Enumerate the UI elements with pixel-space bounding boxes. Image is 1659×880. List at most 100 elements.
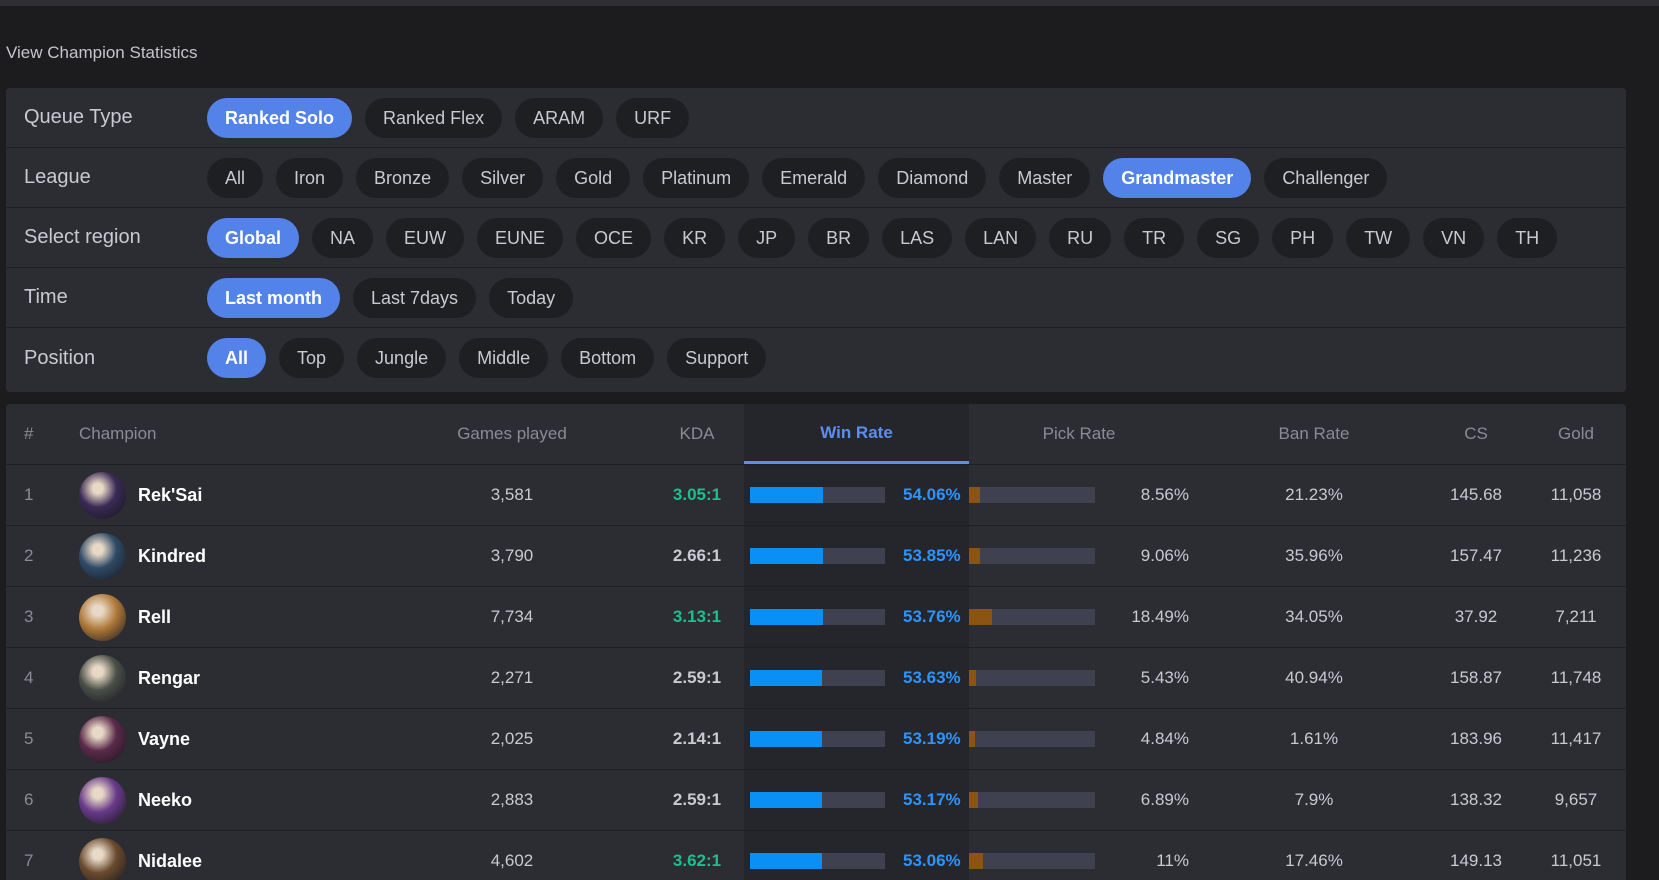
- header-win-rate[interactable]: Win Rate: [744, 404, 969, 464]
- table-row[interactable]: 5 Vayne 2,025 2.14:1 53.19% 4.84% 1.61% 183.96 1…: [6, 709, 1626, 770]
- pick-rate-value: 8.56%: [1140, 485, 1189, 504]
- filter-label-position: Position: [24, 346, 96, 369]
- header-champion[interactable]: Champion: [79, 424, 157, 443]
- region-option-button[interactable]: RU: [1049, 217, 1112, 258]
- league-option-button[interactable]: Challenger: [1264, 157, 1388, 198]
- league-option-button[interactable]: All: [207, 157, 264, 198]
- win-rate-fill: [750, 548, 823, 564]
- filter-label-league: League: [24, 166, 91, 188]
- league-option-button[interactable]: Grandmaster: [1103, 157, 1252, 198]
- gold: 9,657: [1554, 790, 1598, 809]
- table-row[interactable]: 6 Neeko 2,883 2.59:1 53.17% 6.89% 7.9% 138.32 9,…: [6, 770, 1626, 831]
- win-rate-fill: [750, 731, 822, 747]
- queue-option-button[interactable]: Ranked Flex: [365, 97, 503, 138]
- champion-cell[interactable]: Kindred: [79, 526, 379, 586]
- filter-row-position: Position All Top Jungle Middle Bottom Support: [6, 328, 1626, 388]
- region-option-button[interactable]: LAN: [965, 217, 1037, 258]
- league-option-button[interactable]: Iron: [276, 157, 344, 198]
- ban-rate: 34.05%: [1285, 607, 1343, 626]
- win-rate-cell: 53.63%: [744, 648, 969, 708]
- position-option-button[interactable]: Support: [667, 338, 767, 378]
- time-option-button[interactable]: Last month: [207, 277, 340, 318]
- position-option-button[interactable]: Jungle: [357, 338, 447, 378]
- region-options: Global NA EUW EUNE OCE KR JP BR LAS LAN RU TR SG PH TW…: [207, 217, 1570, 258]
- region-option-button[interactable]: BR: [808, 217, 870, 258]
- region-option-button[interactable]: KR: [664, 217, 726, 258]
- champion-name: Kindred: [138, 545, 207, 566]
- pick-rate-cell: 6.89%: [969, 770, 1189, 830]
- games-played: 2,883: [490, 790, 534, 809]
- league-option-button[interactable]: Gold: [556, 157, 631, 198]
- pick-rate-bar: [969, 609, 1095, 625]
- table-row[interactable]: 1 Rek'Sai 3,581 3.05:1 54.06% 8.56% 21.23% 145.…: [6, 465, 1626, 526]
- league-options: All Iron Bronze Silver Gold Platinum Emerald Di…: [207, 157, 1400, 198]
- position-option-button[interactable]: Top: [279, 338, 345, 378]
- region-option-button[interactable]: LAS: [882, 217, 953, 258]
- table-row[interactable]: 7 Nidalee 4,602 3.62:1 53.06% 11% 17.46% 149.13…: [6, 831, 1626, 880]
- header-ban-rate[interactable]: Ban Rate: [1278, 424, 1350, 443]
- table-row[interactable]: 3 Rell 7,734 3.13:1 53.76% 18.49% 34.05% 37.92 7…: [6, 587, 1626, 648]
- region-option-button[interactable]: PH: [1272, 217, 1334, 258]
- ban-rate: 1.61%: [1289, 729, 1339, 748]
- region-option-button[interactable]: TW: [1346, 217, 1411, 258]
- time-option-button[interactable]: Today: [489, 277, 574, 318]
- champion-cell[interactable]: Vayne: [79, 709, 379, 769]
- filter-label-time: Time: [24, 286, 68, 308]
- league-option-button[interactable]: Bronze: [356, 157, 450, 198]
- pick-rate-bar: [969, 487, 1095, 503]
- queue-option-button[interactable]: Ranked Solo: [207, 97, 353, 138]
- rank: 3: [24, 607, 34, 626]
- win-rate-cell: 54.06%: [744, 465, 969, 525]
- region-option-button[interactable]: TH: [1497, 217, 1558, 258]
- win-rate-bar: [750, 670, 885, 686]
- gold: 11,748: [1550, 668, 1602, 687]
- region-option-button[interactable]: VN: [1423, 217, 1485, 258]
- time-option-button[interactable]: Last 7days: [353, 277, 477, 318]
- region-option-button[interactable]: TR: [1124, 217, 1185, 258]
- champion-cell[interactable]: Neeko: [79, 770, 379, 830]
- gold: 11,051: [1550, 851, 1602, 870]
- header-games-played[interactable]: Games played: [457, 424, 567, 443]
- cs: 149.13: [1450, 851, 1502, 870]
- region-option-button[interactable]: NA: [312, 217, 374, 258]
- champion-avatar: [79, 532, 126, 580]
- header-gold[interactable]: Gold: [1558, 424, 1594, 443]
- queue-option-button[interactable]: URF: [616, 97, 690, 138]
- region-option-button[interactable]: EUNE: [477, 217, 564, 258]
- champion-cell[interactable]: Rell: [79, 587, 379, 647]
- champion-avatar: [79, 654, 126, 702]
- kda: 3.05:1: [672, 485, 722, 504]
- header-kda[interactable]: KDA: [679, 424, 715, 443]
- pick-rate-value: 9.06%: [1140, 546, 1189, 565]
- region-option-button[interactable]: JP: [738, 217, 796, 258]
- league-option-button[interactable]: Platinum: [643, 157, 750, 198]
- queue-option-button[interactable]: ARAM: [515, 97, 604, 138]
- region-option-button[interactable]: Global: [207, 217, 300, 258]
- games-played: 2,025: [490, 729, 534, 748]
- pick-rate-fill: [969, 487, 980, 503]
- table-row[interactable]: 4 Rengar 2,271 2.59:1 53.63% 5.43% 40.94% 158.8…: [6, 648, 1626, 709]
- header-cs[interactable]: CS: [1464, 424, 1488, 443]
- games-played: 7,734: [490, 607, 534, 626]
- league-option-button[interactable]: Diamond: [878, 157, 987, 198]
- league-option-button[interactable]: Silver: [462, 157, 544, 198]
- champion-cell[interactable]: Rengar: [79, 648, 379, 708]
- header-pick-rate[interactable]: Pick Rate: [1042, 424, 1116, 443]
- region-option-button[interactable]: OCE: [576, 217, 652, 258]
- league-option-button[interactable]: Master: [999, 157, 1091, 198]
- win-rate-value: 54.06%: [903, 485, 961, 504]
- position-options: All Top Jungle Middle Bottom Support: [207, 338, 779, 378]
- filter-row-queue: Queue Type Ranked Solo Ranked Flex ARAM URF: [6, 88, 1626, 148]
- region-option-button[interactable]: EUW: [386, 217, 465, 258]
- cs: 145.68: [1450, 485, 1502, 504]
- champion-cell[interactable]: Rek'Sai: [79, 465, 379, 525]
- league-option-button[interactable]: Emerald: [762, 157, 866, 198]
- position-option-button[interactable]: Middle: [459, 338, 549, 378]
- filter-panel: Queue Type Ranked Solo Ranked Flex ARAM URF…: [6, 88, 1626, 392]
- position-option-button[interactable]: Bottom: [561, 338, 655, 378]
- position-option-button[interactable]: All: [207, 338, 267, 378]
- table-row[interactable]: 2 Kindred 3,790 2.66:1 53.85% 9.06% 35.96% 157.…: [6, 526, 1626, 587]
- champion-cell[interactable]: Nidalee: [79, 831, 379, 880]
- region-option-button[interactable]: SG: [1197, 217, 1260, 258]
- win-rate-bar: [750, 609, 885, 625]
